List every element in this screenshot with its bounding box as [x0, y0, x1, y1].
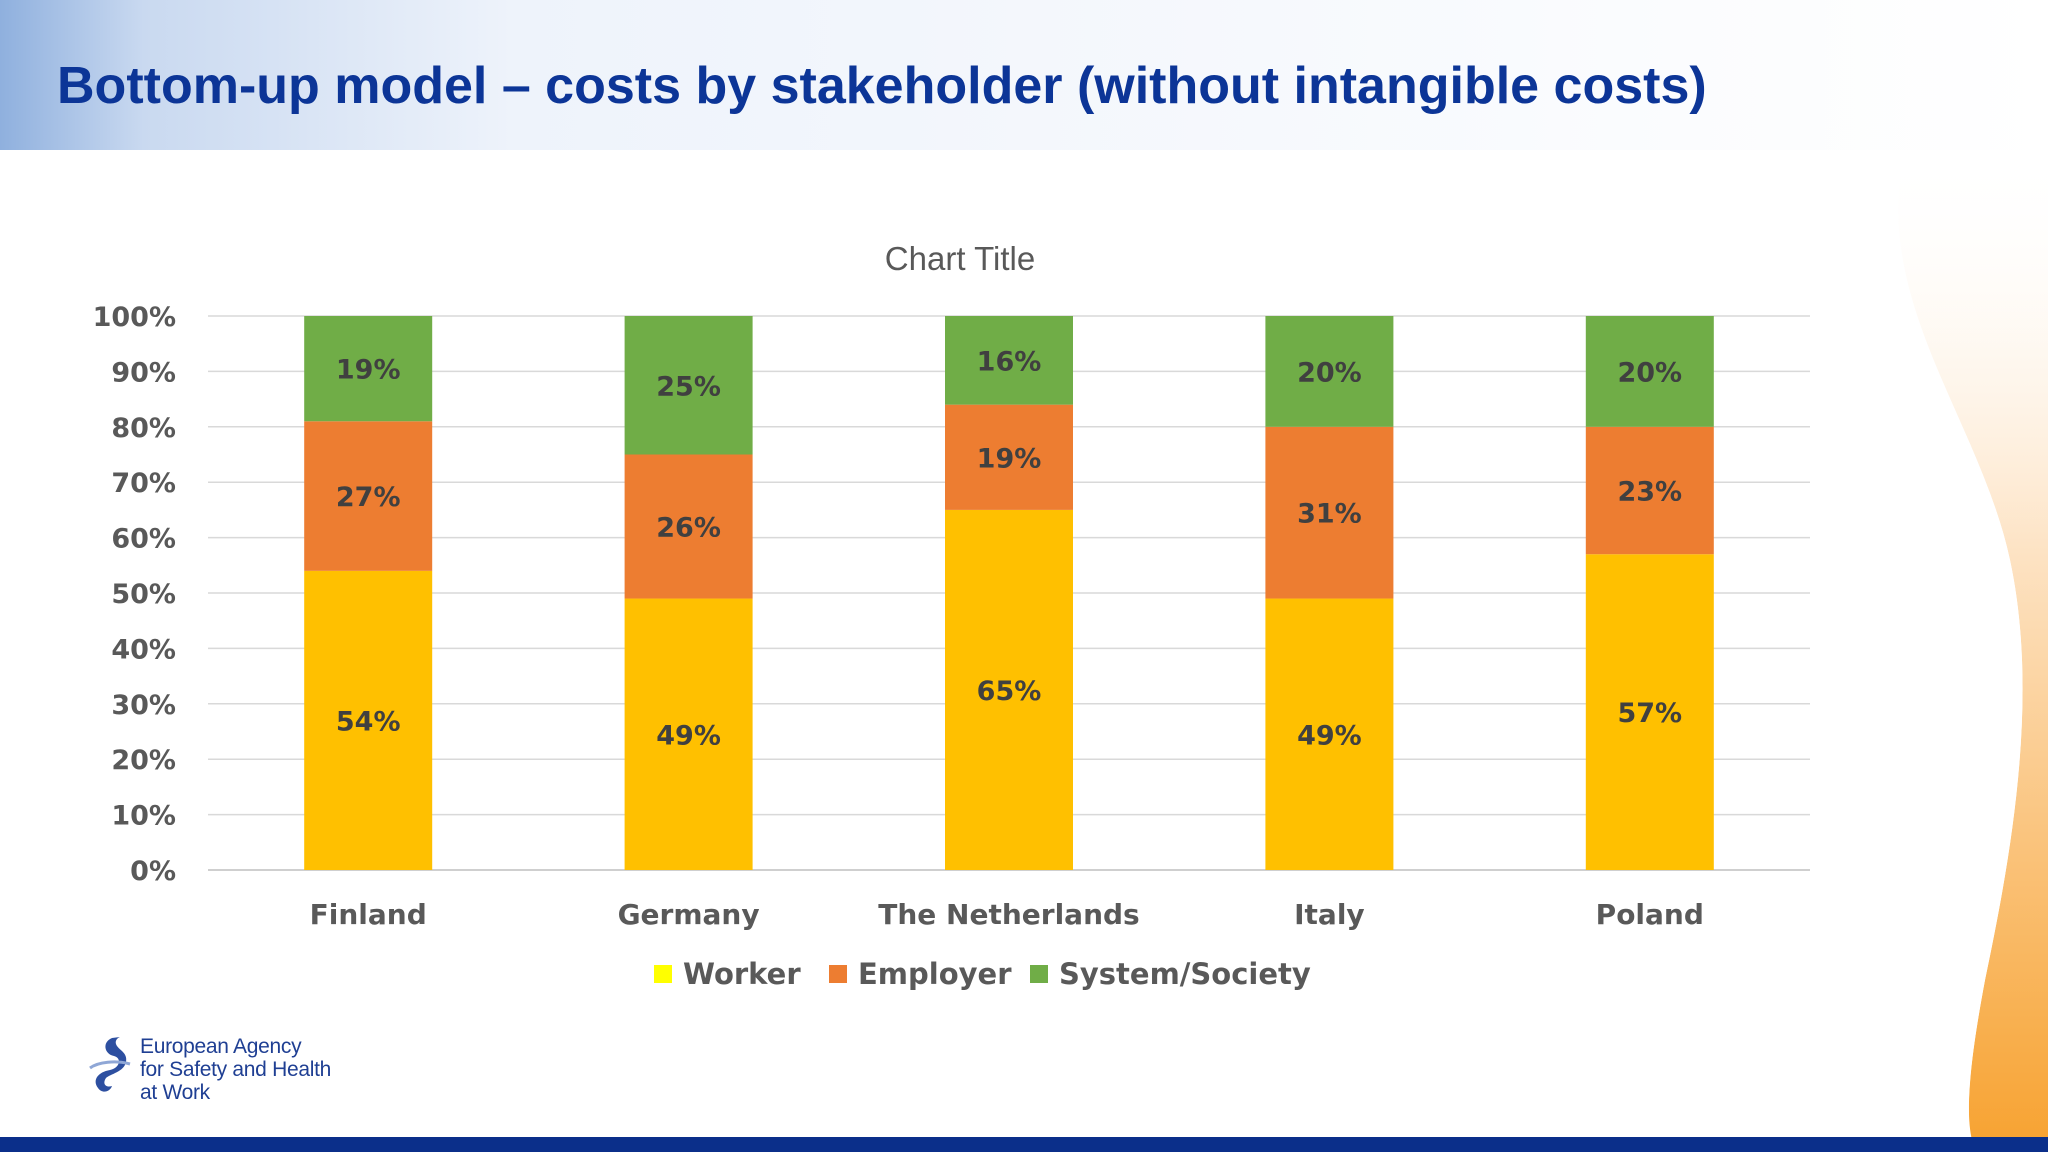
y-tick-label: 80% — [111, 413, 176, 444]
data-label: 31% — [1297, 499, 1362, 530]
y-tick-label: 90% — [111, 357, 176, 388]
y-tick-label: 50% — [111, 579, 176, 610]
bar-segment — [624, 598, 753, 870]
data-labels: 54% 27% 19% 49% 26% 25% 65% 19% 16% 49% 31% 20% 57% 2… — [336, 346, 1682, 751]
bar-segment — [624, 316, 753, 455]
bar-segment — [304, 421, 433, 571]
orange-swoosh — [1898, 150, 2048, 1152]
x-tick-label: Germany — [618, 898, 760, 931]
bar-segment — [945, 316, 1073, 405]
data-label: 25% — [656, 371, 721, 402]
bar-segment — [945, 404, 1073, 510]
x-tick-label: Poland — [1596, 898, 1704, 931]
x-tick-label: The Netherlands — [878, 898, 1139, 931]
x-tick-label: Finland — [310, 898, 427, 931]
header-band — [0, 0, 2048, 150]
legend-swatch — [1030, 965, 1048, 983]
data-label: 65% — [977, 676, 1042, 707]
y-tick-label: 20% — [111, 745, 176, 776]
bar-segment — [304, 316, 433, 422]
data-label: 19% — [336, 355, 401, 386]
legend-label: System/Society — [1059, 957, 1311, 991]
logo-mark — [95, 1037, 127, 1092]
logo-line-1: European Agency — [140, 1035, 302, 1058]
y-tick-label: 30% — [111, 690, 176, 721]
data-label: 20% — [1617, 357, 1682, 388]
y-tick-label: 40% — [111, 634, 176, 665]
eu-osha-logo — [89, 1037, 131, 1092]
bar-segment — [1265, 426, 1394, 599]
chart-title: Chart Title — [885, 240, 1035, 277]
y-tick-label: 10% — [111, 801, 176, 832]
legend-swatch — [829, 965, 847, 983]
data-label: 23% — [1617, 477, 1682, 508]
bar-segment — [1265, 316, 1394, 427]
bar-segment — [1265, 598, 1394, 870]
y-tick-label: 60% — [111, 524, 176, 555]
x-tick-label: Italy — [1294, 898, 1365, 931]
data-label: 49% — [656, 720, 721, 751]
legend-swatch — [654, 965, 672, 983]
data-label: 16% — [977, 346, 1042, 377]
legend-label: Employer — [858, 957, 1012, 991]
y-tick-label: 100% — [93, 302, 176, 333]
bar-segment — [304, 570, 433, 870]
bar-segment — [624, 454, 753, 599]
data-label: 49% — [1297, 720, 1362, 751]
bar-segment — [1585, 426, 1714, 555]
y-tick-label: 70% — [111, 468, 176, 499]
logo-wordmark: European Agency for Safety and Health at… — [140, 1035, 331, 1104]
bar-segment — [945, 509, 1073, 870]
data-label: 19% — [977, 443, 1042, 474]
legend-label: Worker — [683, 957, 801, 991]
bottom-bar — [0, 1137, 2048, 1152]
data-label: 27% — [336, 482, 401, 513]
y-tick-label: 0% — [130, 856, 176, 887]
bar-segment — [1585, 554, 1714, 870]
bars — [304, 316, 1714, 870]
logo-line-3: at Work — [140, 1081, 210, 1104]
data-label: 26% — [656, 513, 721, 544]
slide-title: Bottom-up model – costs by stakeholder (… — [57, 57, 1707, 115]
x-axis-labels: Finland Germany The Netherlands Italy Poland — [310, 898, 1704, 931]
data-label: 54% — [336, 706, 401, 737]
y-axis-ticks: 0% 10% 20% 30% 40% 50% 60% 70% 80% 90% 100% — [93, 302, 176, 887]
logo-line-2: for Safety and Health — [140, 1058, 331, 1081]
data-label: 20% — [1297, 357, 1362, 388]
data-label: 57% — [1617, 698, 1682, 729]
legend: Worker Employer System/Society — [654, 957, 1311, 991]
bar-segment — [1585, 316, 1714, 427]
